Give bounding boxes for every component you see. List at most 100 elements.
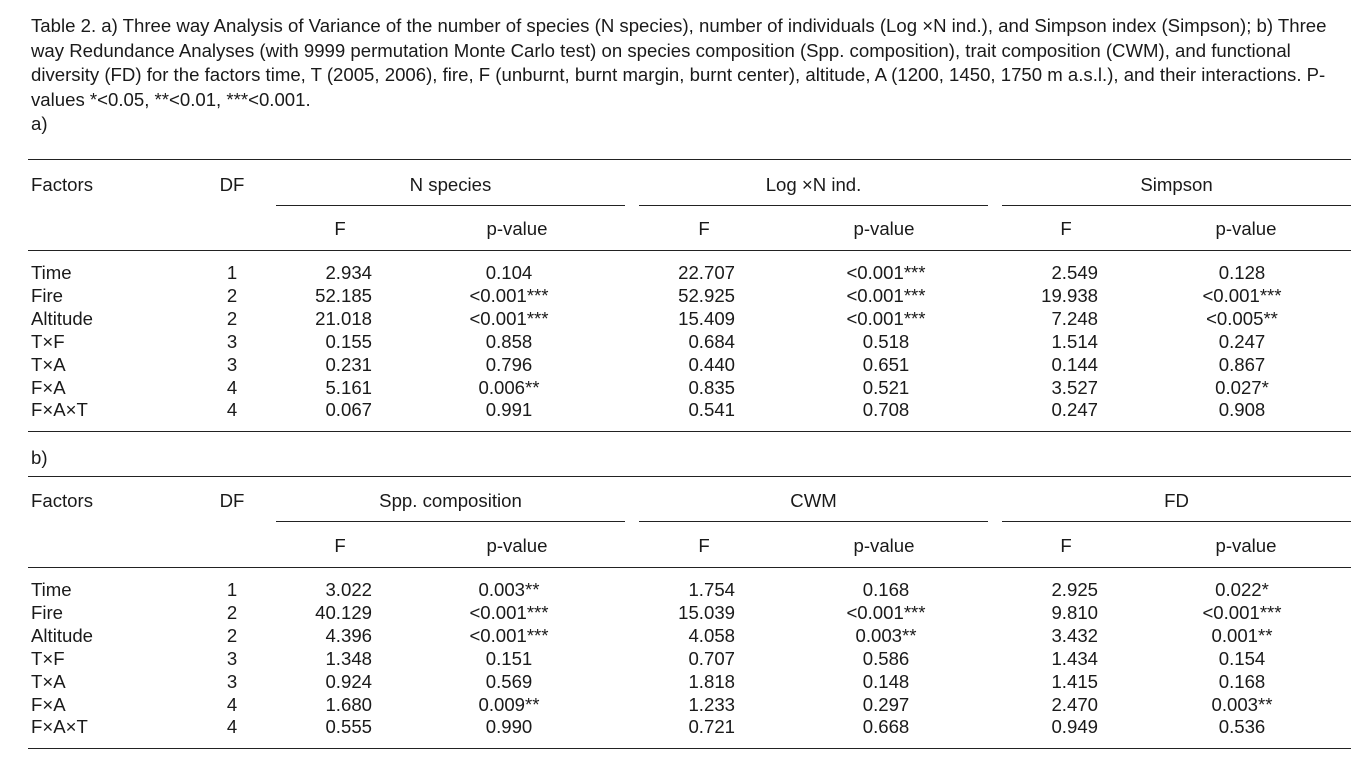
value-cell: 0.168: [862, 579, 910, 600]
value-cell: 0.006**: [478, 376, 540, 398]
value-cell: 0.990: [485, 716, 533, 738]
value-cell: 0.908: [1218, 399, 1266, 421]
value-cell: 3.527: [1051, 376, 1098, 398]
value-cell: 0.586: [862, 647, 910, 669]
value-cell: 1.514: [1051, 330, 1098, 352]
sub-header: p-value: [853, 218, 915, 239]
factors-header: Factors: [31, 174, 93, 195]
sub-header: p-value: [486, 218, 548, 239]
df-cell: 3: [226, 670, 238, 692]
factor-cell: F×A×T: [31, 399, 88, 421]
factor-cell: Altitude: [31, 624, 94, 646]
value-cell: 2.470: [1051, 693, 1098, 715]
sub-header: F: [1060, 218, 1072, 239]
value-cell: 0.144: [1051, 353, 1098, 375]
value-cell: 0.721: [688, 716, 735, 738]
group-rule: [1002, 205, 1351, 206]
section-label: b): [31, 447, 48, 468]
value-cell: 1.434: [1051, 647, 1098, 669]
value-cell: 0.067: [325, 399, 372, 421]
group-rule: [639, 205, 988, 206]
factor-cell: T×A: [31, 353, 66, 375]
value-cell: 0.155: [325, 330, 372, 352]
value-cell: 0.003**: [855, 624, 917, 646]
value-cell: <0.001***: [469, 284, 549, 306]
value-cell: 1.348: [325, 647, 372, 669]
value-cell: <0.001***: [846, 307, 926, 329]
value-cell: 22.707: [678, 262, 735, 283]
value-cell: 2.549: [1051, 262, 1098, 283]
sub-header: F: [334, 218, 346, 239]
factor-cell: F×A×T: [31, 716, 88, 738]
sub-header: F: [698, 218, 710, 239]
value-cell: 3.022: [325, 579, 372, 600]
df-header: DF: [219, 490, 245, 511]
value-cell: 0.148: [862, 670, 910, 692]
value-cell: 9.810: [1051, 601, 1098, 623]
factor-cell: Fire: [31, 284, 64, 306]
sub-header: F: [334, 535, 346, 556]
df-cell: 2: [226, 624, 238, 646]
value-cell: 3.432: [1051, 624, 1098, 646]
value-cell: 0.297: [862, 693, 910, 715]
table-top-rule: [28, 159, 1351, 160]
table-bottom-rule: [28, 431, 1351, 432]
value-cell: 0.247: [1051, 399, 1098, 421]
df-cell: 4: [226, 716, 238, 738]
section-label: a): [31, 113, 48, 134]
factor-cell: T×A: [31, 670, 66, 692]
value-cell: 0.536: [1218, 716, 1266, 738]
sub-header: p-value: [1215, 218, 1277, 239]
value-cell: 40.129: [315, 601, 372, 623]
value-cell: 0.867: [1218, 353, 1266, 375]
value-cell: <0.001***: [1202, 601, 1282, 623]
value-cell: 15.409: [678, 307, 735, 329]
value-cell: 4.396: [325, 624, 372, 646]
factor-cell: Altitude: [31, 307, 94, 329]
value-cell: 0.231: [325, 353, 372, 375]
group-rule: [1002, 521, 1351, 522]
value-cell: 1.818: [688, 670, 735, 692]
value-cell: 0.707: [688, 647, 735, 669]
value-cell: 0.521: [862, 376, 910, 398]
value-cell: 0.668: [862, 716, 910, 738]
value-cell: 0.541: [688, 399, 735, 421]
value-cell: <0.001***: [846, 284, 926, 306]
factor-cell: T×F: [31, 647, 65, 669]
value-cell: 0.154: [1218, 647, 1266, 669]
table-top-rule: [28, 476, 1351, 477]
value-cell: 0.003**: [1211, 693, 1273, 715]
factor-cell: Time: [31, 579, 72, 600]
group-header: N species: [409, 174, 492, 195]
df-cell: 4: [226, 399, 238, 421]
factors-header: Factors: [31, 490, 93, 511]
value-cell: 0.708: [862, 399, 910, 421]
value-cell: <0.001***: [846, 262, 926, 283]
value-cell: 0.991: [485, 399, 533, 421]
value-cell: 1.680: [325, 693, 372, 715]
header-rule: [28, 567, 1351, 568]
value-cell: <0.001***: [469, 307, 549, 329]
value-cell: 7.248: [1051, 307, 1098, 329]
value-cell: <0.001***: [469, 601, 549, 623]
df-cell: 1: [226, 262, 238, 283]
df-cell: 3: [226, 330, 238, 352]
value-cell: 0.555: [325, 716, 372, 738]
sub-header: F: [1060, 535, 1072, 556]
df-cell: 2: [226, 307, 238, 329]
value-cell: 0.003**: [478, 579, 540, 600]
value-cell: 0.168: [1218, 670, 1266, 692]
value-cell: <0.001***: [846, 601, 926, 623]
group-header: FD: [1164, 490, 1189, 511]
df-cell: 2: [226, 601, 238, 623]
sub-header: F: [698, 535, 710, 556]
value-cell: 0.151: [485, 647, 533, 669]
group-header: CWM: [790, 490, 837, 511]
value-cell: 2.934: [325, 262, 372, 283]
value-cell: 4.058: [688, 624, 735, 646]
value-cell: 0.001**: [1211, 624, 1273, 646]
value-cell: 0.835: [688, 376, 735, 398]
sub-header: p-value: [1215, 535, 1277, 556]
value-cell: 0.684: [688, 330, 735, 352]
value-cell: 0.247: [1218, 330, 1266, 352]
